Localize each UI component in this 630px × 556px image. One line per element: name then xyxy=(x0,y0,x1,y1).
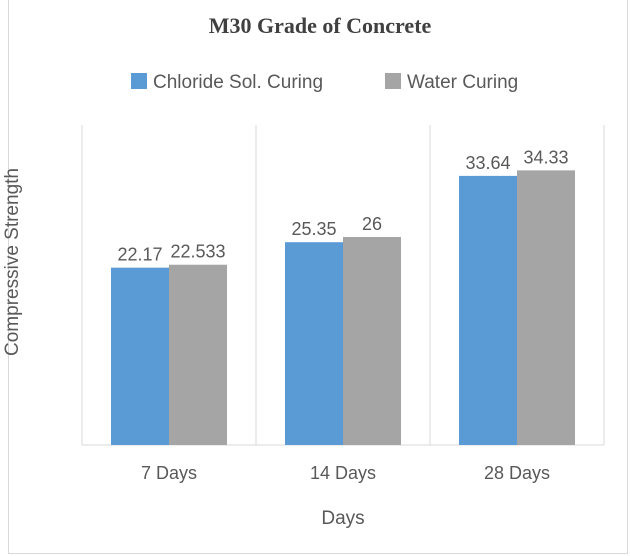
y-axis-label: Compressive Strength xyxy=(2,168,23,356)
data-label: 26 xyxy=(362,214,382,234)
bar-chloride xyxy=(111,267,169,445)
legend-label-water: Water Curing xyxy=(407,72,518,93)
bar-chloride xyxy=(459,175,517,445)
bar-water xyxy=(169,264,227,445)
bar-water xyxy=(343,237,401,445)
bar-water xyxy=(517,170,575,446)
data-label: 25.35 xyxy=(291,219,336,239)
legend-label-chloride: Chloride Sol. Curing xyxy=(153,72,323,93)
chart-frame xyxy=(8,0,628,554)
legend: Chloride Sol. Curing Water Curing xyxy=(131,72,518,93)
bar-chloride xyxy=(285,242,343,445)
chart-title: M30 Grade of Concrete xyxy=(209,13,432,38)
x-tick-label: 28 Days xyxy=(484,463,550,483)
data-label: 33.64 xyxy=(465,153,510,173)
plot-area: 22.17 22.533 7 Days 25.35 26 14 Days 33.64 34.3… xyxy=(81,125,605,483)
x-axis-label: Days xyxy=(321,508,364,529)
legend-swatch-chloride xyxy=(131,73,147,89)
data-label: 22.533 xyxy=(170,242,225,262)
data-label: 22.17 xyxy=(117,245,162,265)
x-tick-label: 14 Days xyxy=(310,463,376,483)
data-label: 34.33 xyxy=(523,147,568,167)
x-tick-label: 7 Days xyxy=(141,463,197,483)
legend-swatch-water xyxy=(385,73,401,89)
